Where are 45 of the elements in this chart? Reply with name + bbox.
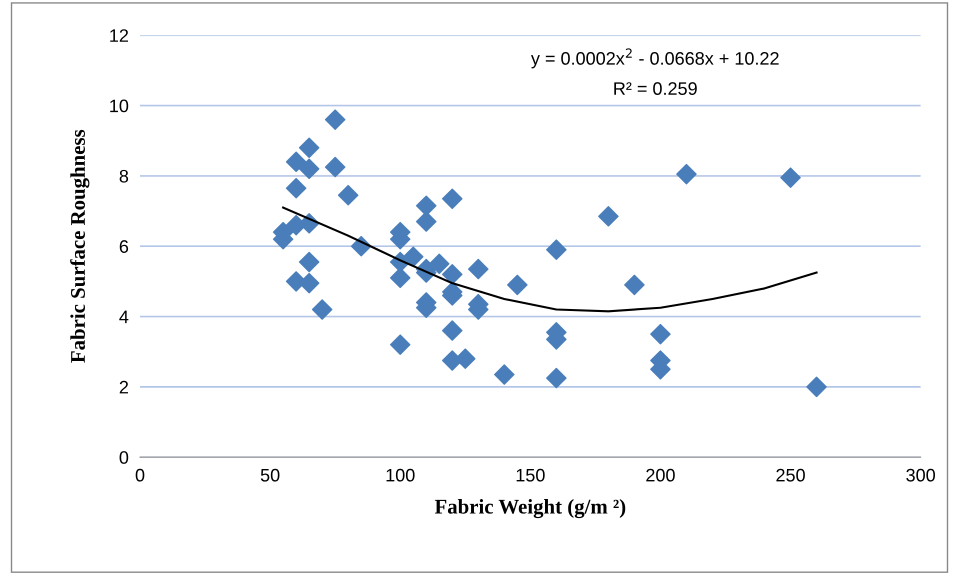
y-tick-label: 6 xyxy=(120,240,128,253)
y-tick-label: 2 xyxy=(120,380,128,394)
y-tick-label: 4 xyxy=(119,310,128,324)
annotation: y = 0.0002x$^{2}$ - 0.0668x + 10.22 xyxy=(530,48,779,68)
point xyxy=(806,376,827,398)
point xyxy=(286,152,306,172)
x-tick-label: 150 xyxy=(516,468,545,482)
y-tick-label: 8 xyxy=(120,170,128,183)
point xyxy=(650,324,671,344)
point xyxy=(390,334,410,355)
y-tick-label: 12 xyxy=(110,29,128,42)
point xyxy=(598,206,619,227)
x-tick-label: 250 xyxy=(776,468,805,482)
annotation: R² = 0.259 xyxy=(614,82,697,95)
point xyxy=(468,258,489,280)
point xyxy=(494,364,515,385)
point xyxy=(442,188,463,210)
point xyxy=(442,264,463,285)
x-tick-label: 200 xyxy=(646,468,675,482)
point xyxy=(312,299,332,320)
y-axis-title: Fabric Surface Roughness xyxy=(70,130,90,363)
y-tick-label: 0 xyxy=(120,451,128,464)
x-axis-title: Fabric Weight (g/m ²) xyxy=(434,499,626,518)
line-series xyxy=(282,206,818,312)
point xyxy=(298,138,320,158)
x-tick-label: 100 xyxy=(386,468,415,482)
point xyxy=(324,156,346,178)
point xyxy=(507,274,528,296)
point xyxy=(546,239,567,260)
point xyxy=(338,184,358,206)
point xyxy=(442,320,463,341)
point xyxy=(298,158,320,180)
point xyxy=(624,274,645,296)
x-tick-label: 50 xyxy=(260,468,280,482)
point xyxy=(428,254,450,274)
point xyxy=(298,252,320,272)
x-tick-label: 0 xyxy=(136,468,144,482)
point xyxy=(286,178,306,198)
point xyxy=(780,167,801,188)
point xyxy=(546,368,567,388)
y-tick-label: 10 xyxy=(110,100,128,112)
point xyxy=(402,246,424,268)
point xyxy=(324,109,346,130)
x-tick-label: 300 xyxy=(906,468,935,482)
point xyxy=(676,164,697,184)
